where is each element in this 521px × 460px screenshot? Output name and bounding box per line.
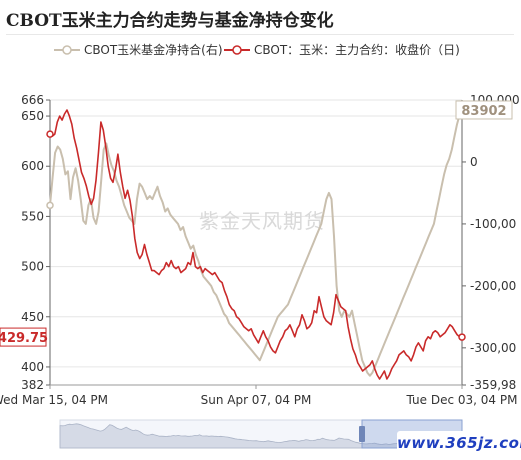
legend-price-label: CBOT：玉米：主力合约：收盘价（日)	[254, 43, 460, 57]
left-tick-label-6: 650	[21, 109, 44, 123]
series-1-start-point	[46, 201, 54, 210]
left-tick-label-3: 500	[21, 260, 44, 274]
watermark: 紫金天风期货	[199, 209, 325, 233]
legend-price-line-icon	[224, 44, 250, 55]
right-tick-label-1: -100,00	[470, 217, 516, 231]
legend: CBOT玉米基金净持合(右) CBOT：玉米：主力合约：收盘价（日)	[0, 41, 521, 59]
title-divider	[6, 34, 514, 35]
series-0-start-point	[46, 130, 54, 138]
left-tick-label-5: 600	[21, 159, 44, 173]
series-line-1	[49, 109, 463, 377]
x-tick-label-2: Tue Dec 03, 04 PM	[406, 393, 518, 407]
legend-fund-label: CBOT玉米基金净持合(右)	[84, 43, 223, 57]
right-tick-label-4: -359,98	[470, 378, 516, 392]
series-0-end-point	[458, 333, 466, 341]
legend-fund-line-icon	[54, 44, 80, 55]
last-price-badge-label: 429.75	[0, 331, 48, 346]
left-tick-label-1: 400	[21, 360, 44, 374]
chart-title: CBOT玉米主力合约走势与基金净持仓变化	[6, 11, 334, 31]
left-tick-label-4: 550	[21, 209, 44, 223]
left-tick-label-2: 450	[21, 310, 44, 324]
legend-item-fund[interactable]: CBOT玉米基金净持合(右)	[54, 41, 223, 58]
last-fund-badge-label: 83902	[461, 104, 506, 119]
right-tick-label-2: -200,00	[470, 279, 516, 293]
legend-item-price[interactable]: CBOT：玉米：主力合约：收盘价（日)	[224, 41, 460, 58]
x-tick-label-0: Wed Mar 15, 04 PM	[0, 393, 108, 407]
brand-mark: www.365jz.com	[397, 431, 521, 455]
series-line-0	[49, 109, 463, 380]
right-tick-label-3: -300,00	[470, 341, 516, 355]
last-price-badge-bg	[0, 327, 47, 347]
last-fund-badge-bg	[455, 100, 513, 120]
x-tick-label-1: Sun Apr 07, 04 PM	[201, 393, 312, 407]
right-tick-label-0: 0	[470, 155, 478, 169]
left-tick-label-7: 666	[21, 93, 44, 107]
left-tick-label-0: 382	[21, 378, 44, 392]
zoom-bar-handle[interactable]	[359, 426, 365, 442]
